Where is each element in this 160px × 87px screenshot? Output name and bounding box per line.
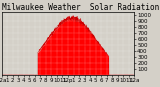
Text: Milwaukee Weather  Solar Radiation per Minute W/m2 (Last 24 Hours): Milwaukee Weather Solar Radiation per Mi… xyxy=(2,3,160,12)
